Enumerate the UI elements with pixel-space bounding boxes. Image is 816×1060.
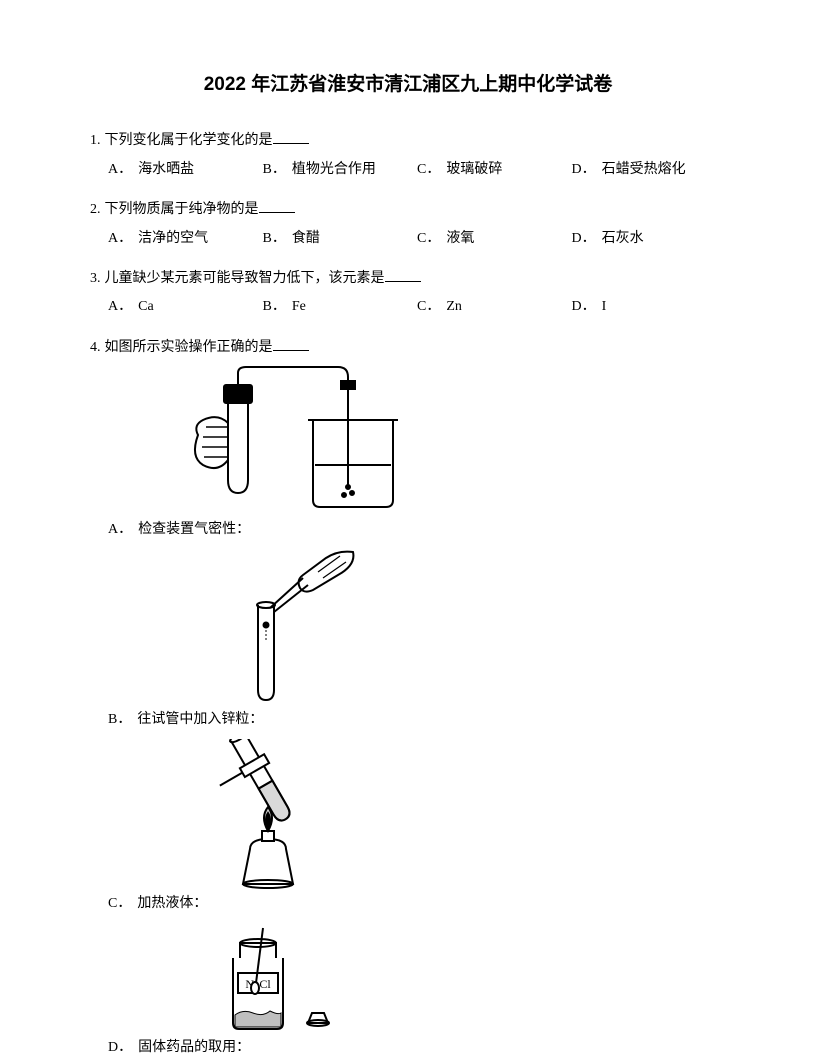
q1-stem: 下列变化属于化学变化的是 <box>105 130 727 152</box>
q4-opt-d: NaCl D． 固体药品的取用： <box>90 923 726 1059</box>
opt-label: D． <box>108 1037 132 1059</box>
q3-stem-text: 儿童缺少某元素可能导致智力低下，该元素是 <box>105 271 385 286</box>
opt-label: D． <box>572 231 596 246</box>
opt-label: C． <box>417 231 440 246</box>
question-2: 2. 下列物质属于纯净物的是 A． 洁净的空气 B． 食醋 C． 液氧 D． 石灰水 <box>90 199 726 250</box>
q1-opt-a: A． 海水晒盐 <box>108 159 263 181</box>
q1-opt-b: B． 植物光合作用 <box>263 159 418 181</box>
q3-opt-b: B． Fe <box>263 296 418 318</box>
opt-text: 洁净的空气 <box>138 231 208 246</box>
opt-text: 固体药品的取用： <box>138 1037 250 1059</box>
opt-label: B． <box>263 299 286 314</box>
opt-text: 检查装置气密性： <box>138 519 250 541</box>
blank <box>385 268 421 282</box>
opt-text: 往试管中加入锌粒： <box>137 709 263 731</box>
opt-label: A． <box>108 299 132 314</box>
opt-text: Fe <box>292 299 306 314</box>
q3-number: 3. <box>90 268 101 290</box>
q3-stem: 儿童缺少某元素可能导致智力低下，该元素是 <box>105 268 727 290</box>
q3-opt-c: C． Zn <box>417 296 572 318</box>
q4-stem: 如图所示实验操作正确的是 <box>105 337 727 359</box>
opt-label: D． <box>572 299 596 314</box>
q4-opt-b: B． 往试管中加入锌粒： <box>90 550 726 731</box>
q3-opt-d: D． I <box>572 296 727 318</box>
q1-opt-c: C． 玻璃破碎 <box>417 159 572 181</box>
opt-label: D． <box>572 162 596 177</box>
q2-opt-b: B． 食醋 <box>263 228 418 250</box>
diagram-solid-reagent-icon: NaCl <box>108 923 726 1033</box>
question-1: 1. 下列变化属于化学变化的是 A． 海水晒盐 B． 植物光合作用 C． 玻璃破碎 D… <box>90 130 726 181</box>
diagram-heat-liquid-icon <box>108 739 726 889</box>
q2-number: 2. <box>90 199 101 221</box>
blank <box>259 199 295 213</box>
opt-text: Zn <box>446 299 462 314</box>
opt-label: A． <box>108 162 132 177</box>
q2-opt-a: A． 洁净的空气 <box>108 228 263 250</box>
opt-label: B． <box>263 162 286 177</box>
q3-opt-a: A． Ca <box>108 296 263 318</box>
question-3: 3. 儿童缺少某元素可能导致智力低下，该元素是 A． Ca B． Fe C． Zn D… <box>90 268 726 319</box>
q4-number: 4. <box>90 337 101 359</box>
opt-text: I <box>602 299 607 314</box>
diagram-add-zinc-icon <box>108 550 726 705</box>
q2-stem: 下列物质属于纯净物的是 <box>105 199 727 221</box>
q4-stem-text: 如图所示实验操作正确的是 <box>105 340 273 355</box>
opt-label: A． <box>108 231 132 246</box>
q4-opt-c: C． 加热液体： <box>90 739 726 915</box>
opt-text: 植物光合作用 <box>292 162 376 177</box>
opt-label: B． <box>108 709 131 731</box>
opt-label: C． <box>108 893 131 915</box>
q1-stem-text: 下列变化属于化学变化的是 <box>105 133 273 148</box>
opt-text: 海水晒盐 <box>138 162 194 177</box>
q2-stem-text: 下列物质属于纯净物的是 <box>105 202 259 217</box>
opt-text: 石灰水 <box>602 231 644 246</box>
q2-opt-c: C． 液氧 <box>417 228 572 250</box>
opt-text: 液氧 <box>446 231 474 246</box>
opt-label: B． <box>263 231 286 246</box>
opt-label: A． <box>108 519 132 541</box>
q2-opt-d: D． 石灰水 <box>572 228 727 250</box>
page-title: 2022 年江苏省淮安市清江浦区九上期中化学试卷 <box>90 70 726 100</box>
opt-label: C． <box>417 162 440 177</box>
opt-text: 玻璃破碎 <box>446 162 502 177</box>
q2-options: A． 洁净的空气 B． 食醋 C． 液氧 D． 石灰水 <box>90 228 726 250</box>
q1-options: A． 海水晒盐 B． 植物光合作用 C． 玻璃破碎 D． 石蜡受热熔化 <box>90 159 726 181</box>
opt-label: C． <box>417 299 440 314</box>
blank <box>273 337 309 351</box>
opt-text: 加热液体： <box>137 893 207 915</box>
blank <box>273 130 309 144</box>
q1-number: 1. <box>90 130 101 152</box>
q4-opt-a: A． 检查装置气密性： <box>90 365 726 541</box>
opt-text: 石蜡受热熔化 <box>602 162 686 177</box>
question-4: 4. 如图所示实验操作正确的是 <box>90 337 726 1060</box>
opt-text: 食醋 <box>292 231 320 246</box>
q3-options: A． Ca B． Fe C． Zn D． I <box>90 296 726 318</box>
opt-text: Ca <box>138 299 154 314</box>
diagram-airtightness-icon <box>108 365 726 515</box>
q1-opt-d: D． 石蜡受热熔化 <box>572 159 727 181</box>
